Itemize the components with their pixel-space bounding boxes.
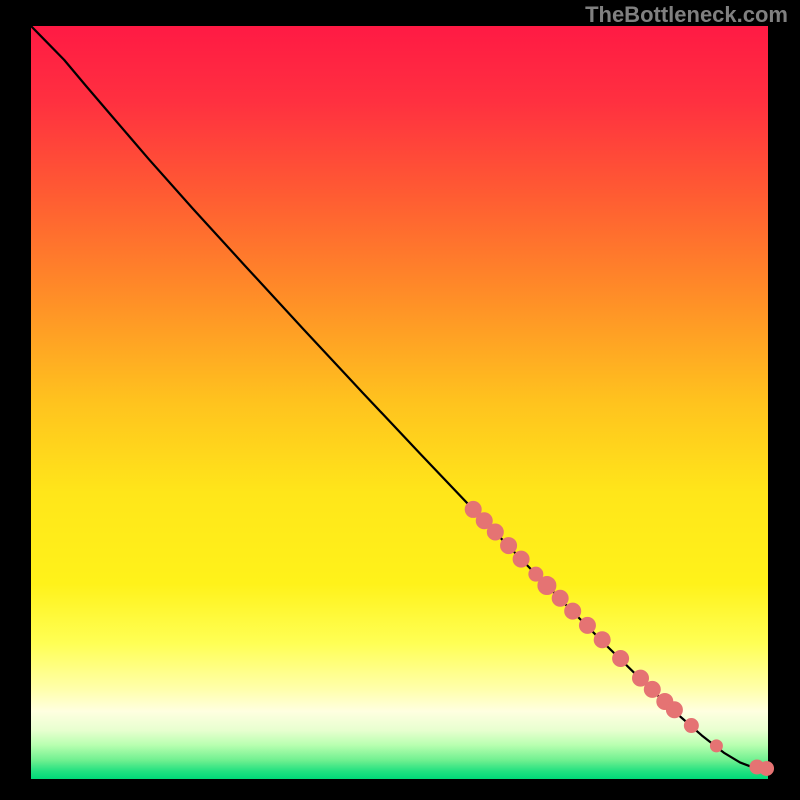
scatter-point [487,524,503,540]
scatter-point [613,651,629,667]
stage: TheBottleneck.com [0,0,800,800]
scatter-point [760,761,774,775]
watermark-text: TheBottleneck.com [585,2,788,28]
scatter-point [513,551,529,567]
scatter-point [565,603,581,619]
chart-svg [0,0,800,800]
scatter-point [710,740,722,752]
scatter-point [579,617,595,633]
scatter-point [501,538,517,554]
plot-background [31,26,768,779]
scatter-point [594,632,610,648]
scatter-point [666,702,682,718]
scatter-point [538,576,556,594]
scatter-point [684,719,698,733]
scatter-point [644,681,660,697]
scatter-point [552,590,568,606]
